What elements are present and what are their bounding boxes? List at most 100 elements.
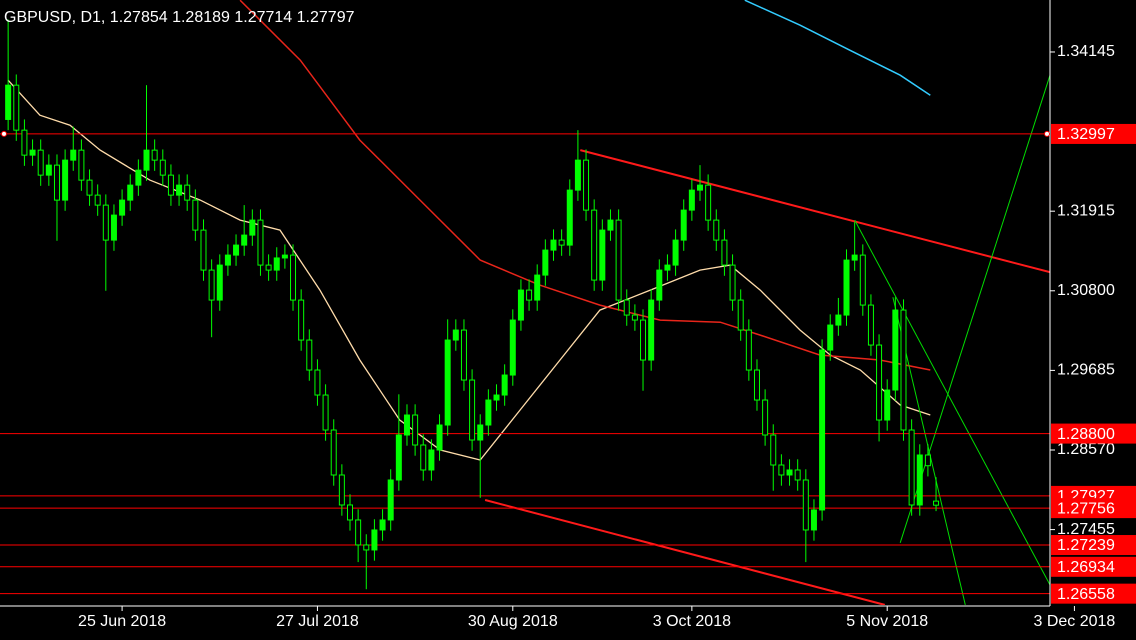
candle-body bbox=[884, 389, 891, 421]
candle-body bbox=[444, 339, 451, 426]
level-label: 1.27756 bbox=[1057, 500, 1115, 517]
candle-body bbox=[867, 304, 874, 346]
candle-body bbox=[526, 289, 533, 301]
candle-body bbox=[298, 299, 305, 341]
overlay-line bbox=[484, 499, 886, 605]
candle-body bbox=[37, 149, 44, 176]
candle-body bbox=[819, 349, 826, 511]
candle-body bbox=[843, 259, 850, 316]
candle-body bbox=[509, 319, 516, 376]
y-tick-label: 1.30800 bbox=[1057, 282, 1115, 299]
candle-body bbox=[631, 314, 638, 321]
candle-body bbox=[786, 469, 793, 476]
candle-body bbox=[176, 184, 183, 196]
candle-body bbox=[5, 84, 12, 120]
level-label-box bbox=[1051, 123, 1136, 144]
candle-body bbox=[127, 184, 134, 201]
level-label: 1.27239 bbox=[1057, 537, 1115, 554]
candle-body bbox=[347, 504, 353, 521]
x-tick-label: 5 Nov 2018 bbox=[846, 613, 928, 630]
candle-body bbox=[566, 189, 573, 246]
candle-body bbox=[371, 529, 378, 551]
x-tick-label: 30 Aug 2018 bbox=[468, 613, 558, 630]
candle-body bbox=[29, 149, 36, 156]
level-label-box bbox=[1051, 498, 1136, 519]
candle-body bbox=[534, 274, 541, 301]
candle-body bbox=[224, 254, 231, 266]
candle-body bbox=[827, 324, 834, 351]
x-tick-label: 3 Dec 2018 bbox=[1033, 613, 1115, 630]
candle-body bbox=[45, 164, 52, 176]
candle-body bbox=[721, 239, 728, 266]
chart-title: GBPUSD, D1, 1.27854 1.28189 1.27714 1.27… bbox=[4, 9, 355, 26]
candle-body bbox=[192, 199, 199, 231]
y-tick-label: 1.27455 bbox=[1057, 521, 1115, 538]
candle-body bbox=[159, 159, 166, 176]
level-label: 1.28800 bbox=[1057, 426, 1115, 443]
candle-body bbox=[102, 204, 109, 241]
level-label-box bbox=[1051, 556, 1136, 577]
candle-body bbox=[290, 254, 297, 301]
candle-body bbox=[574, 159, 581, 191]
candle-body bbox=[558, 239, 565, 246]
axes: 1.34145 1.31915 1.30800 1.29685 1.28570 1.274… bbox=[1, 43, 1136, 630]
candle-body bbox=[640, 319, 647, 361]
candle-body bbox=[851, 254, 858, 261]
candle-body bbox=[314, 369, 321, 396]
candle-body bbox=[151, 149, 158, 161]
candle-body bbox=[338, 474, 345, 506]
candle-body bbox=[78, 149, 85, 181]
candle-body bbox=[477, 424, 484, 441]
level-anchor bbox=[1, 130, 7, 137]
candle-body bbox=[281, 254, 288, 259]
candle-body bbox=[200, 229, 207, 271]
candle-body bbox=[762, 399, 769, 436]
y-tick-label: 1.28570 bbox=[1057, 441, 1115, 458]
candle-body bbox=[249, 219, 256, 236]
level-label: 1.26934 bbox=[1057, 559, 1115, 576]
candle-body bbox=[623, 299, 630, 316]
candle-body bbox=[501, 374, 508, 396]
candle-body bbox=[485, 399, 492, 426]
candle-body bbox=[420, 444, 427, 471]
candle-body bbox=[273, 257, 280, 271]
candle-body bbox=[656, 269, 663, 301]
candle-body bbox=[835, 314, 842, 326]
candle-body bbox=[460, 329, 467, 381]
y-tick-label: 1.34145 bbox=[1057, 43, 1115, 60]
candle-body bbox=[469, 379, 476, 441]
candle-body bbox=[70, 149, 77, 161]
candle-body bbox=[916, 454, 923, 506]
candle-body bbox=[167, 174, 174, 196]
candle-body bbox=[21, 129, 28, 156]
x-tick-label: 27 Jul 2018 bbox=[276, 613, 359, 630]
candle-body bbox=[745, 329, 752, 371]
candle-body bbox=[493, 394, 500, 401]
candle-body bbox=[664, 264, 671, 271]
candle-body bbox=[412, 414, 419, 446]
candle-body bbox=[395, 434, 402, 481]
x-tick-label: 3 Oct 2018 bbox=[653, 613, 731, 630]
candle-body bbox=[53, 164, 60, 201]
candle-body bbox=[680, 209, 687, 241]
candle-body bbox=[713, 219, 720, 241]
level-anchor bbox=[1044, 130, 1050, 137]
level-label: 1.26558 bbox=[1057, 586, 1115, 603]
candle-body bbox=[615, 219, 622, 301]
candle-body bbox=[753, 369, 760, 401]
y-tick-label: 1.29685 bbox=[1057, 362, 1115, 379]
candle-body bbox=[794, 469, 801, 481]
candle-body bbox=[216, 264, 223, 301]
candle-body bbox=[403, 414, 410, 436]
candle-body bbox=[892, 309, 899, 391]
candle-body bbox=[770, 434, 777, 466]
candle-body bbox=[876, 344, 883, 421]
candle-body bbox=[550, 239, 557, 251]
candle-body bbox=[452, 329, 459, 341]
candle-body bbox=[705, 184, 712, 221]
overlay-line bbox=[854, 219, 1050, 586]
candle-body bbox=[330, 429, 337, 476]
